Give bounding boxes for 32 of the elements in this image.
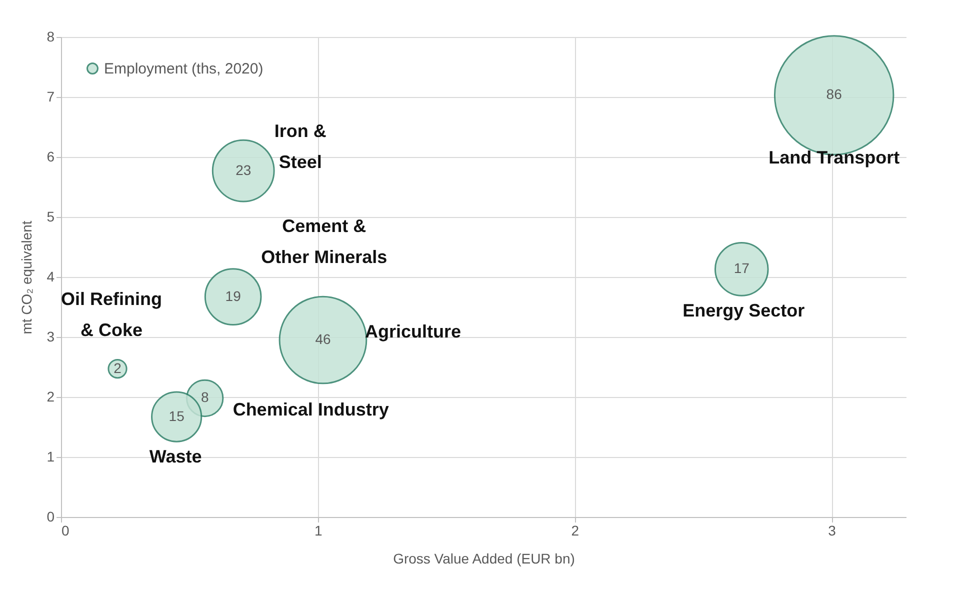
x-tick-label: 1 [314, 522, 322, 538]
annotation: Oil Refining & Coke [61, 288, 162, 340]
x-axis-title: Gross Value Added (EUR bn) [393, 550, 575, 566]
data-label: 2 [114, 360, 122, 376]
y-axis-title: mt CO₂ equivalent [18, 220, 35, 334]
x-tick-label: 3 [828, 522, 836, 538]
data-label: 46 [315, 331, 331, 347]
data-label: 86 [826, 86, 842, 102]
y-tick-label: 2 [46, 388, 55, 404]
y-tick-label: 3 [46, 328, 55, 344]
y-tick-label: 8 [46, 28, 55, 44]
y-tick-label: 1 [46, 448, 55, 464]
y-tick-label: 4 [46, 268, 55, 284]
data-label: 15 [168, 408, 185, 424]
annotation: Land Transport [768, 148, 900, 168]
y-tick-label: 7 [46, 88, 55, 104]
annotation: Waste [149, 446, 202, 466]
y-tick-label: 0 [46, 508, 55, 524]
annotation: Iron & Steel [274, 120, 326, 172]
x-tick-label: 2 [571, 522, 580, 538]
annotation: Cement & Other Minerals [261, 216, 388, 267]
legend-label: Employment (ths, 2020) [104, 60, 264, 78]
data-label: 23 [236, 162, 252, 178]
y-tick-label: 6 [46, 148, 55, 164]
annotation: Agriculture [364, 322, 461, 342]
annotation: Energy Sector [682, 300, 805, 321]
data-label: 19 [225, 288, 242, 304]
data-label: 17 [734, 260, 750, 276]
annotation: Chemical Industry [232, 400, 389, 420]
y-tick-label: 5 [46, 208, 55, 224]
x-tick-label: 0 [62, 522, 70, 538]
data-label: 8 [200, 389, 209, 406]
